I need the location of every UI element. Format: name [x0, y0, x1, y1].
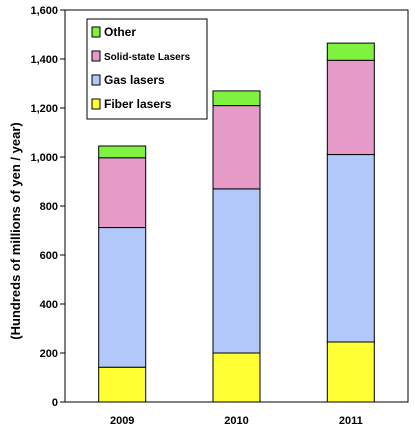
legend-swatch-solid-state-lasers: [91, 50, 101, 62]
y-tick-label: 1,400: [30, 54, 58, 66]
y-tick-label: 400: [40, 299, 58, 311]
legend-label-fiber-lasers: Fiber lasers: [104, 97, 172, 111]
y-axis-label: (Hundreds of millions of yen / year): [8, 122, 23, 339]
x-tick-label: 2011: [339, 415, 363, 427]
bar-2011-solid-state-lasers: [326, 59, 375, 156]
bar-2009-solid-state-lasers: [98, 157, 147, 228]
x-tick-label: 2010: [224, 415, 248, 427]
bars-group: [98, 42, 375, 403]
ticks-group: 2009 2010 2011 0 200 400 600 800 1,000 1,200 1,400…: [30, 5, 362, 427]
y-tick-label: 1,600: [30, 5, 58, 17]
legend: Other Solid-state Lasers Gas lasers Fiber l…: [86, 18, 208, 120]
bar-2009-gas-lasers: [98, 227, 147, 368]
bar-2010-fiber-lasers: [212, 352, 261, 403]
y-tick-label: 1,000: [30, 152, 58, 164]
bar-2011-other: [326, 42, 375, 61]
legend-label-other: Other: [104, 25, 136, 39]
bar-2009-fiber-lasers: [98, 366, 147, 403]
bar-2010-gas-lasers: [212, 188, 261, 354]
y-tick-label: 1,200: [30, 103, 58, 115]
y-tick-label: 600: [40, 250, 58, 262]
legend-box: [86, 18, 208, 120]
legend-swatch-fiber-lasers: [91, 98, 101, 110]
bar-2010-other: [212, 90, 261, 107]
y-tick-label: 0: [52, 397, 58, 409]
legend-swatch-other: [91, 26, 101, 38]
bar-2010-solid-state-lasers: [212, 105, 261, 190]
y-tick-label: 200: [40, 348, 58, 360]
bar-2009-other: [98, 145, 147, 159]
y-tick-label: 800: [40, 201, 58, 213]
bar-2011-fiber-lasers: [326, 341, 375, 403]
legend-label-gas-lasers: Gas lasers: [104, 73, 165, 87]
bar-2011-gas-lasers: [326, 154, 375, 343]
legend-label-solid-state-lasers: Solid-state Lasers: [104, 52, 191, 63]
x-tick-label: 2009: [110, 415, 134, 427]
legend-swatch-gas-lasers: [91, 74, 101, 86]
